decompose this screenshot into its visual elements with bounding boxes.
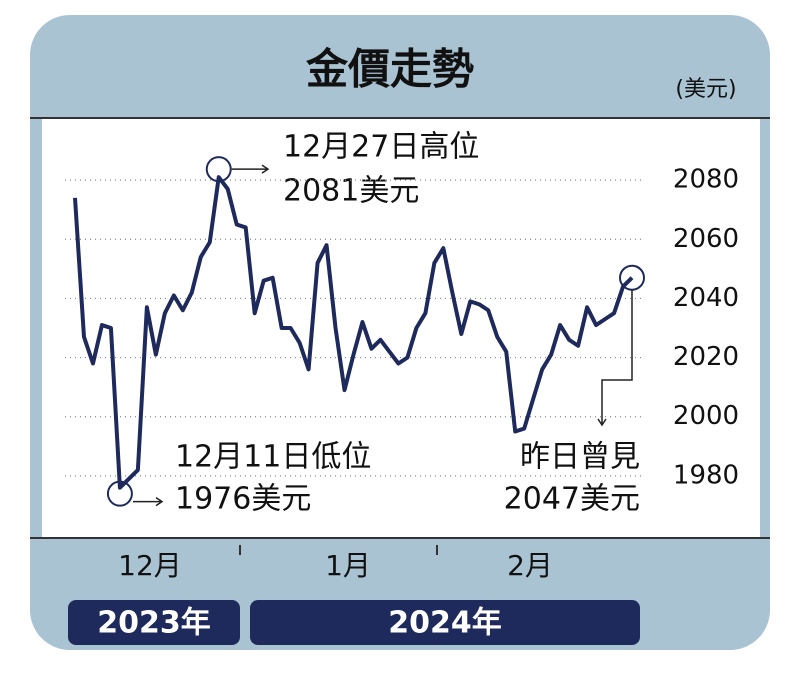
year-label: 2023年 [97, 606, 211, 641]
annotation: 2047美元 [504, 482, 640, 517]
chart-title: 金價走勢 [305, 45, 474, 94]
year-bar [250, 600, 640, 645]
pointer [231, 164, 270, 174]
annotation: 昨日曾見 [520, 440, 640, 475]
annotation: 12月27日高位 [283, 130, 479, 165]
year-label: 2024年 [388, 606, 502, 641]
y-tick-label: 1980 [673, 460, 739, 490]
year-bar [68, 600, 240, 645]
month-label: 2月 [507, 549, 553, 582]
annotation: 1976美元 [175, 482, 311, 517]
month-label: 1月 [325, 549, 371, 582]
month-label: 12月 [118, 549, 182, 582]
y-tick-label: 2040 [673, 283, 739, 313]
pointer [597, 289, 633, 427]
y-tick-label: 2000 [673, 401, 739, 431]
y-tick-label: 2060 [673, 224, 739, 254]
annotation: 12月11日低位 [175, 440, 371, 475]
highlight-ring [205, 156, 232, 183]
unit-label: (美元) [675, 77, 736, 102]
price-line [73, 175, 634, 490]
pointer [132, 497, 164, 507]
y-tick-label: 2020 [673, 342, 739, 372]
annotation: 2081美元 [283, 174, 419, 209]
highlight-ring [106, 480, 133, 507]
y-tick-label: 2080 [673, 165, 739, 195]
